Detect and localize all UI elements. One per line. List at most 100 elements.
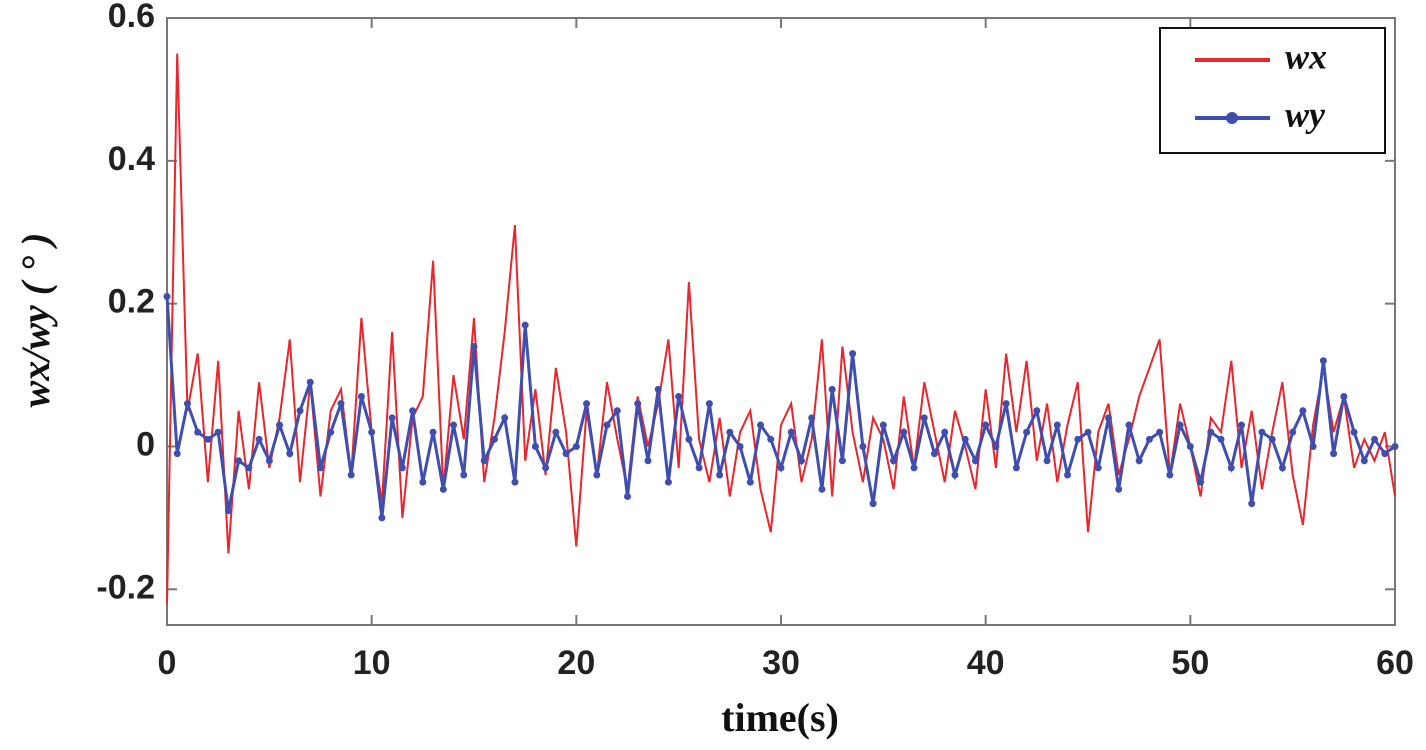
point bbox=[1145, 435, 1153, 443]
y-tick-label: 0.6 bbox=[108, 0, 155, 35]
point bbox=[900, 428, 908, 436]
point bbox=[1074, 435, 1082, 443]
point bbox=[1217, 435, 1225, 443]
point bbox=[214, 428, 222, 436]
point bbox=[255, 435, 263, 443]
x-tick-label: 0 bbox=[158, 644, 177, 682]
point bbox=[542, 464, 550, 472]
x-tick-label: 20 bbox=[557, 644, 595, 682]
x-tick-label: 40 bbox=[967, 644, 1005, 682]
point bbox=[1360, 457, 1368, 465]
legend-box bbox=[1159, 27, 1386, 154]
point bbox=[1278, 464, 1286, 472]
point bbox=[163, 293, 171, 301]
point bbox=[1053, 421, 1061, 429]
point bbox=[1289, 428, 1297, 436]
point bbox=[1023, 428, 1031, 436]
point bbox=[1125, 421, 1133, 429]
point bbox=[204, 435, 212, 443]
point bbox=[224, 507, 232, 515]
point bbox=[1371, 435, 1379, 443]
point bbox=[1043, 457, 1051, 465]
point bbox=[317, 464, 324, 472]
point bbox=[562, 450, 570, 458]
point bbox=[603, 421, 611, 429]
point bbox=[664, 478, 672, 486]
point bbox=[961, 435, 969, 443]
point bbox=[634, 400, 642, 408]
point bbox=[654, 385, 662, 393]
point bbox=[306, 378, 314, 386]
y-axis-label: wx/wy ( ° ) bbox=[13, 233, 58, 408]
point bbox=[746, 478, 754, 486]
point bbox=[1319, 357, 1327, 365]
x-tick-label: 50 bbox=[1171, 644, 1209, 682]
point bbox=[1166, 471, 1174, 479]
point bbox=[1176, 421, 1184, 429]
point bbox=[736, 442, 744, 450]
point bbox=[1115, 485, 1123, 493]
point bbox=[757, 421, 765, 429]
point bbox=[1391, 442, 1399, 450]
x-tick-label: 10 bbox=[353, 644, 391, 682]
point bbox=[695, 464, 703, 472]
point bbox=[1381, 450, 1389, 458]
point bbox=[286, 450, 294, 458]
point bbox=[173, 450, 181, 458]
point bbox=[480, 457, 488, 465]
point bbox=[1197, 478, 1205, 486]
point bbox=[644, 457, 652, 465]
point bbox=[1135, 457, 1143, 465]
point bbox=[1258, 428, 1266, 436]
point bbox=[583, 400, 591, 408]
point bbox=[931, 450, 938, 458]
point bbox=[552, 428, 560, 436]
point bbox=[194, 428, 202, 436]
point bbox=[859, 442, 867, 450]
point bbox=[572, 442, 580, 450]
point bbox=[777, 464, 785, 472]
legend-label: wy bbox=[1285, 94, 1326, 134]
point bbox=[890, 457, 898, 465]
point bbox=[337, 400, 345, 408]
point bbox=[490, 435, 498, 443]
point bbox=[409, 407, 417, 415]
point bbox=[869, 500, 877, 508]
point bbox=[879, 421, 887, 429]
point bbox=[245, 464, 253, 472]
point bbox=[1350, 428, 1358, 436]
point bbox=[951, 471, 959, 479]
y-tick-label: 0.2 bbox=[108, 283, 155, 321]
point bbox=[797, 457, 805, 465]
point bbox=[1084, 428, 1092, 436]
point bbox=[705, 400, 713, 408]
legend-marker bbox=[1226, 112, 1238, 124]
point bbox=[501, 414, 509, 422]
point bbox=[327, 428, 335, 436]
point bbox=[429, 428, 437, 436]
point bbox=[787, 428, 795, 436]
point bbox=[920, 414, 928, 422]
point bbox=[1340, 392, 1348, 400]
point bbox=[368, 428, 376, 436]
point bbox=[470, 342, 478, 350]
point bbox=[1002, 400, 1010, 408]
point bbox=[992, 442, 1000, 450]
point bbox=[838, 457, 846, 465]
point bbox=[716, 471, 724, 479]
point bbox=[849, 350, 857, 358]
point bbox=[521, 321, 529, 329]
point bbox=[1207, 428, 1215, 436]
point bbox=[675, 392, 683, 400]
point bbox=[235, 457, 243, 465]
point bbox=[613, 407, 621, 415]
point bbox=[460, 471, 468, 479]
point bbox=[398, 464, 406, 472]
point bbox=[1248, 500, 1256, 508]
point bbox=[276, 421, 284, 429]
point bbox=[818, 485, 826, 493]
point bbox=[388, 414, 396, 422]
point bbox=[624, 492, 631, 500]
point bbox=[1064, 471, 1072, 479]
